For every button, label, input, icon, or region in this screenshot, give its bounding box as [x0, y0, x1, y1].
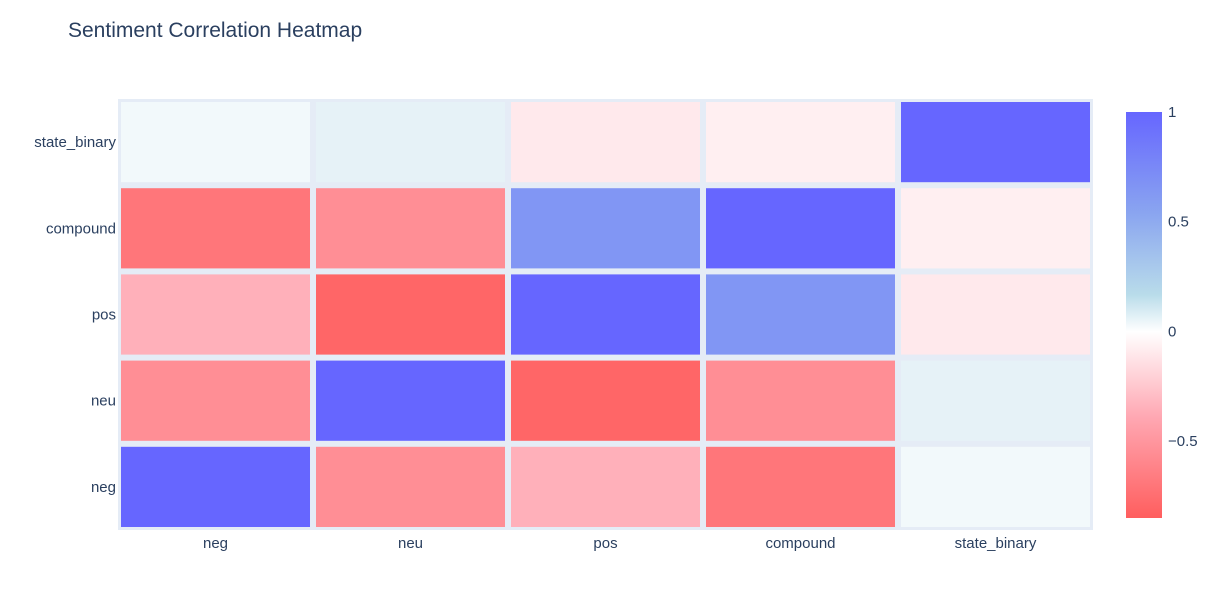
heatmap-cell-pos-neu	[316, 274, 505, 355]
heatmap-cell-neg-neu	[316, 446, 505, 527]
heatmap-cell-compound-neu	[316, 188, 505, 269]
colorbar-tick-label: 1	[1168, 104, 1176, 121]
heatmap-cell-compound-pos	[511, 188, 700, 269]
heatmap-cell-neu-neu	[316, 360, 505, 441]
heatmap-cell-neg-compound	[706, 446, 895, 527]
colorbar: 1 0.5 0 −0.5	[1126, 104, 1198, 518]
heatmap-cell-neu-neg	[121, 360, 310, 441]
y-tick-label: compound	[46, 220, 116, 237]
x-tick-label: neu	[398, 535, 423, 552]
heatmap-cell-state_binary-compound	[706, 102, 895, 183]
colorbar-gradient	[1126, 112, 1162, 518]
heatmap-cell-compound-compound	[706, 188, 895, 269]
heatmap-cell-state_binary-neu	[316, 102, 505, 183]
heatmap-cell-pos-compound	[706, 274, 895, 355]
heatmap-cell-pos-neg	[121, 274, 310, 355]
heatmap-cell-neu-pos	[511, 360, 700, 441]
y-tick-label: neu	[91, 393, 116, 410]
heatmap-cell-neg-neg	[121, 446, 310, 527]
heatmap-cells	[121, 102, 1090, 527]
heatmap-cell-pos-pos	[511, 274, 700, 355]
x-tick-label: state_binary	[955, 535, 1037, 552]
heatmap-cell-neu-compound	[706, 360, 895, 441]
x-tick-label: pos	[593, 535, 617, 552]
x-tick-label: neg	[203, 535, 228, 552]
y-tick-label: neg	[91, 479, 116, 496]
heatmap-cell-state_binary-neg	[121, 102, 310, 183]
colorbar-tick-label: 0.5	[1168, 214, 1189, 231]
heatmap-cell-compound-neg	[121, 188, 310, 269]
heatmap-cell-neg-state_binary	[901, 446, 1090, 527]
y-tick-label: state_binary	[34, 134, 116, 151]
y-tick-label: pos	[92, 307, 116, 324]
colorbar-tick-label: 0	[1168, 323, 1176, 340]
heatmap-cell-pos-state_binary	[901, 274, 1090, 355]
heatmap-cell-compound-state_binary	[901, 188, 1090, 269]
x-tick-label: compound	[765, 535, 835, 552]
chart-title: Sentiment Correlation Heatmap	[68, 19, 362, 42]
y-axis: neg neu pos compound state_binary	[34, 134, 116, 496]
heatmap-cell-state_binary-state_binary	[901, 102, 1090, 183]
colorbar-tick-label: −0.5	[1168, 433, 1198, 450]
heatmap-cell-state_binary-pos	[511, 102, 700, 183]
heatmap-cell-neu-state_binary	[901, 360, 1090, 441]
x-axis: neg neu pos compound state_binary	[203, 535, 1037, 552]
heatmap-cell-neg-pos	[511, 446, 700, 527]
